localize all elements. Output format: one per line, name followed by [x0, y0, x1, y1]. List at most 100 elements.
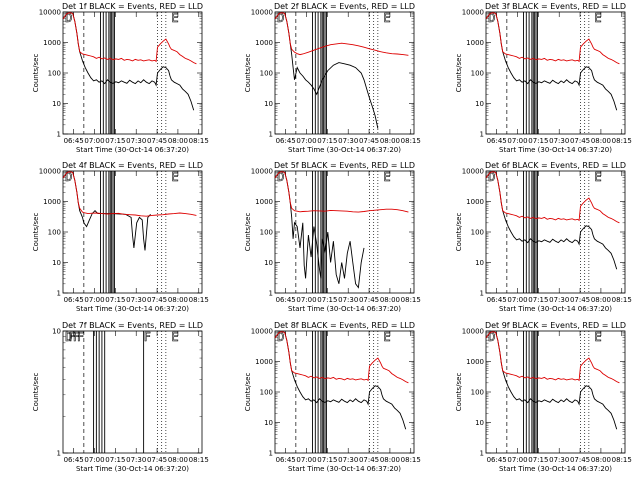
x-tick-label: 06:45	[487, 137, 507, 145]
detector-panel: Det 7f BLACK = Events, RED = LLD 1 10 06:45…	[32, 321, 209, 473]
panel-title: Det 9f BLACK = Events, RED = LLD	[485, 321, 626, 330]
x-tick-label: 07:00	[507, 456, 527, 464]
y-tick-label: 100	[48, 229, 61, 237]
flag-label: D	[488, 170, 495, 184]
flag-label: D	[277, 330, 284, 344]
flag-label: E	[383, 330, 390, 344]
x-tick-label: 07:45	[147, 137, 167, 145]
x-tick-label: 07:45	[359, 456, 379, 464]
y-axis-label: Counts/sec	[244, 213, 252, 252]
x-tick-label: 07:30	[549, 456, 569, 464]
lld-series-line	[274, 331, 409, 384]
panel-title: Det 4f BLACK = Events, RED = LLD	[62, 161, 203, 170]
y-tick-label: 1000	[255, 39, 273, 47]
y-tick-label: 1000	[466, 198, 484, 206]
detector-panel: Det 4f BLACK = Events, RED = LLD 1 10 100 10…	[32, 161, 209, 313]
x-tick-label: 06:45	[64, 296, 84, 304]
lld-series-line	[274, 12, 409, 56]
y-tick-label: 100	[260, 70, 273, 78]
y-tick-label: 10	[475, 419, 484, 427]
flag-label: E	[594, 170, 601, 184]
y-axis-label: Counts/sec	[32, 213, 40, 252]
y-tick-label: 1000	[43, 198, 61, 206]
flag-label: D	[65, 170, 72, 184]
x-tick-label: 06:45	[276, 456, 296, 464]
x-axis-label: Start Time (30-Oct-14 06:37:20)	[499, 305, 612, 313]
plot-frame	[62, 11, 203, 135]
x-tick-label: 07:45	[147, 456, 167, 464]
flag-label: F	[73, 330, 80, 344]
x-tick-label: 07:30	[338, 137, 358, 145]
x-tick-label: 08:00	[591, 456, 611, 464]
plot-frame	[485, 170, 626, 294]
x-tick-label: 08:00	[591, 296, 611, 304]
x-tick-label: 06:45	[487, 456, 507, 464]
x-tick-label: 08:15	[612, 137, 632, 145]
y-tick-label: 10	[52, 259, 61, 267]
lld-series-line	[62, 171, 197, 217]
x-tick-label: 07:30	[126, 296, 146, 304]
y-axis-label: Counts/sec	[455, 213, 463, 252]
y-tick-label: 10	[264, 100, 273, 108]
x-tick-label: 08:15	[401, 456, 421, 464]
y-tick-label: 1	[480, 450, 484, 458]
y-axis-label: Counts/sec	[244, 54, 252, 93]
x-tick-label: 07:15	[528, 296, 548, 304]
x-axis-label: Start Time (30-Oct-14 06:37:20)	[499, 465, 612, 473]
events-series-line	[485, 331, 618, 430]
x-tick-label: 07:45	[147, 296, 167, 304]
lld-series-line	[485, 12, 620, 65]
x-tick-label: 07:30	[549, 296, 569, 304]
x-tick-label: 06:45	[64, 456, 84, 464]
detector-panel: Det 2f BLACK = Events, RED = LLD 1 10 100 10…	[244, 2, 421, 154]
y-tick-label: 10	[52, 100, 61, 108]
y-axis-label: Counts/sec	[455, 54, 463, 93]
y-tick-label: 10000	[462, 328, 484, 336]
detector-panel: Det 9f BLACK = Events, RED = LLD 1 10 100 10…	[455, 321, 632, 473]
flag-label: E	[594, 11, 601, 25]
x-axis-label: Start Time (30-Oct-14 06:37:20)	[499, 146, 612, 154]
x-tick-label: 06:45	[487, 296, 507, 304]
y-axis-label: Counts/sec	[32, 54, 40, 93]
x-tick-label: 08:00	[168, 296, 188, 304]
x-tick-label: 08:15	[401, 296, 421, 304]
y-tick-label: 10	[475, 259, 484, 267]
x-tick-label: 07:00	[84, 296, 104, 304]
detector-panel: Det 8f BLACK = Events, RED = LLD 1 10 100 10…	[244, 321, 421, 473]
y-axis-label: Counts/sec	[244, 373, 252, 412]
flag-label: E	[171, 330, 178, 344]
x-tick-label: 07:15	[105, 456, 125, 464]
events-series-line	[485, 12, 618, 111]
x-tick-label: 07:00	[296, 456, 316, 464]
flag-label: D	[277, 170, 284, 184]
flag-label: D	[65, 330, 72, 344]
panel-title: Det 6f BLACK = Events, RED = LLD	[485, 161, 626, 170]
x-tick-label: 08:00	[380, 456, 400, 464]
x-tick-label: 08:00	[380, 296, 400, 304]
panel-title: Det 1f BLACK = Events, RED = LLD	[62, 2, 203, 11]
x-tick-label: 07:45	[570, 137, 590, 145]
y-tick-label: 1	[57, 131, 61, 139]
flag-label: F	[144, 330, 151, 344]
flag-label: D	[488, 11, 495, 25]
y-tick-label: 10000	[39, 9, 61, 17]
y-tick-label: 10000	[251, 168, 273, 176]
x-tick-label: 08:00	[168, 456, 188, 464]
x-tick-label: 07:00	[507, 137, 527, 145]
lld-series-line	[485, 171, 620, 224]
y-tick-label: 1	[269, 131, 273, 139]
y-tick-label: 1	[269, 290, 273, 298]
flag-label: D	[488, 330, 495, 344]
y-tick-label: 100	[260, 389, 273, 397]
y-tick-label: 10	[475, 100, 484, 108]
y-tick-label: 1	[269, 450, 273, 458]
panel-title: Det 2f BLACK = Events, RED = LLD	[274, 2, 415, 11]
x-tick-label: 07:00	[296, 296, 316, 304]
panel-title: Det 5f BLACK = Events, RED = LLD	[274, 161, 415, 170]
y-tick-label: 100	[48, 70, 61, 78]
panel-title: Det 3f BLACK = Events, RED = LLD	[485, 2, 626, 11]
x-axis-label: Start Time (30-Oct-14 06:37:20)	[288, 146, 401, 154]
y-tick-label: 10000	[462, 168, 484, 176]
flag-label: E	[171, 170, 178, 184]
